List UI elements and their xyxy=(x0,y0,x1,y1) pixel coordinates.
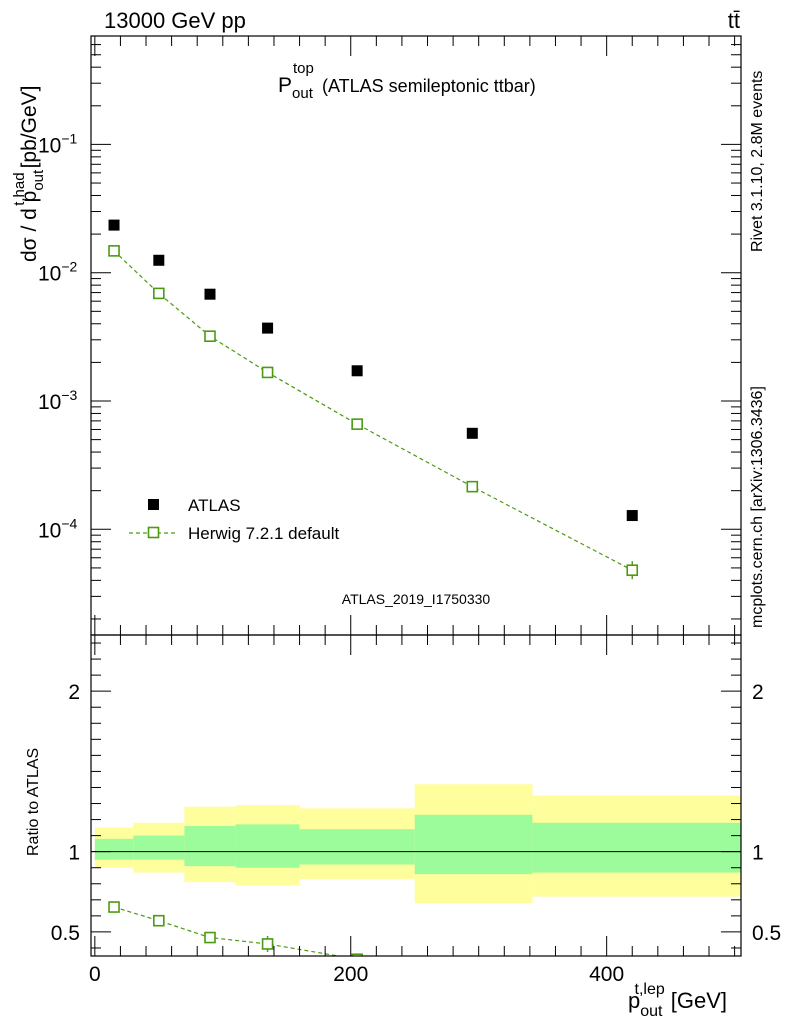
ratio-ytick-label-left: 2 xyxy=(68,681,80,704)
legend-atlas-marker xyxy=(148,499,159,510)
ratio-herwig-point xyxy=(153,914,165,927)
analysis-watermark: ATLAS_2019_I1750330 xyxy=(342,591,491,607)
ratio-ytick-label-right: 1 xyxy=(752,842,764,865)
atlas-point xyxy=(351,365,363,377)
ratio-band-inner xyxy=(184,825,236,867)
mcplots-label: mcplots.cern.ch [arXiv:1306.3436] xyxy=(749,386,766,628)
main-ytick-label: 10−4 xyxy=(38,515,78,542)
atlas-point xyxy=(108,219,120,231)
herwig-point xyxy=(351,418,363,430)
ratio-ytick-label-left: 1 xyxy=(68,842,80,865)
ratio-band-inner xyxy=(414,814,533,875)
legend-herwig-label: Herwig 7.2.1 default xyxy=(188,524,339,543)
main-ytick-label: 10−1 xyxy=(38,130,78,157)
ratio-ytick-label-left: 0.5 xyxy=(51,922,80,945)
plot-title: Pout xyxy=(278,74,314,102)
ratio-panel-frame xyxy=(90,634,742,957)
herwig-point xyxy=(108,245,120,257)
energy-label: 13000 GeV pp xyxy=(104,8,246,33)
atlas-point xyxy=(466,427,478,439)
ratio-ylabel: Ratio to ATLAS xyxy=(25,748,42,856)
rivet-label: Rivet 3.1.10, 2.8M events xyxy=(749,71,766,252)
main-panel: 10−1 10−2 10−3 10−4 Pout top (ATLAS semilep… xyxy=(11,35,742,636)
atlas-point xyxy=(153,254,165,266)
herwig-point xyxy=(626,564,639,576)
ratio-xlabel: poutt,lep [GeV] xyxy=(628,981,727,1020)
atlas-point xyxy=(262,322,274,334)
plot-title-sup: top xyxy=(293,60,314,77)
ratio-ytick-label-right: 0.5 xyxy=(752,922,781,945)
ratio-herwig-point xyxy=(261,938,274,950)
herwig-point xyxy=(261,366,274,379)
herwig-point xyxy=(153,287,165,300)
ratio-herwig-point xyxy=(204,931,216,944)
main-ylabel: dσ / d poutt,had[pb/GeV] xyxy=(11,86,47,262)
ratio-band-inner xyxy=(94,838,134,860)
herwig-point xyxy=(466,480,479,493)
ratio-herwig-point xyxy=(351,953,363,956)
atlas-point xyxy=(204,288,216,300)
ratio-band-inner xyxy=(235,824,300,868)
ratio-herwig-point xyxy=(108,901,120,913)
ratio-xtick-label: 400 xyxy=(589,963,624,986)
ratio-ytick-label-right: 2 xyxy=(752,681,764,704)
ratio-band-inner xyxy=(299,829,415,865)
main-ytick-label: 10−3 xyxy=(38,387,78,414)
ratio-xtick-label: 200 xyxy=(333,963,368,986)
plot-title-sub: out xyxy=(292,85,314,102)
ratio-xtick-label: 0 xyxy=(89,963,101,986)
process-label: tt̄ xyxy=(728,8,740,33)
plot-title-rest: (ATLAS semileptonic ttbar) xyxy=(322,76,536,96)
herwig-line xyxy=(113,250,633,571)
atlas-point xyxy=(626,510,638,522)
legend-herwig-marker xyxy=(147,526,160,539)
ratio-band-inner xyxy=(532,822,741,873)
legend-atlas-label: ATLAS xyxy=(188,496,241,515)
ratio-herwig-line xyxy=(113,906,342,956)
ratio-band-inner xyxy=(133,835,185,860)
ratio-panel: 0.5 0.5 1 1 2 2 0 200 400 Ratio to ATLAS poutt,l… xyxy=(25,634,781,1020)
herwig-point xyxy=(204,330,216,342)
main-panel-frame xyxy=(90,35,742,636)
plot-title-main: P xyxy=(278,74,292,97)
main-ytick-label: 10−2 xyxy=(38,259,78,286)
legend: ATLAS Herwig 7.2.1 default xyxy=(129,496,339,543)
